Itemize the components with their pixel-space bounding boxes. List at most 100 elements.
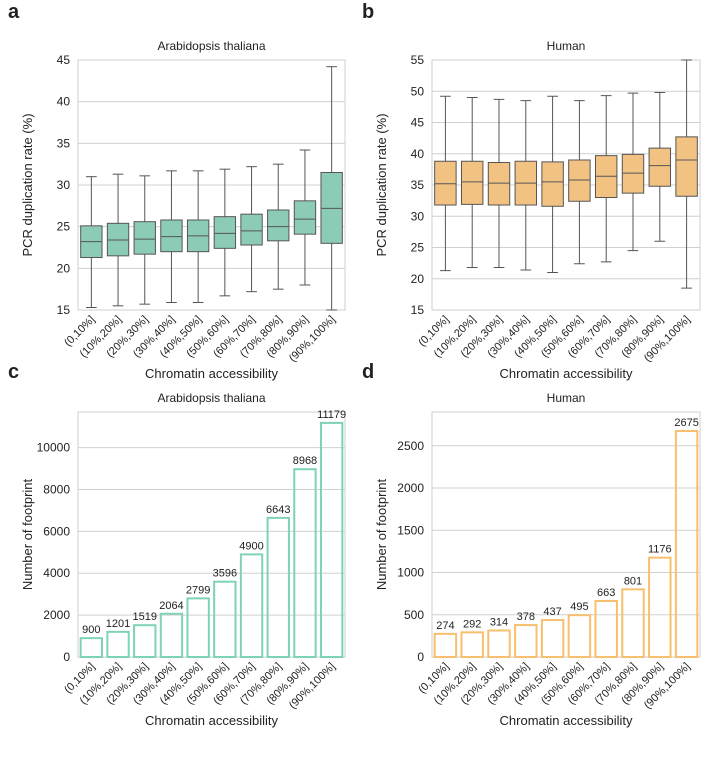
y-axis-label: Number of footprint: [20, 478, 35, 590]
bar: [239, 553, 264, 659]
bar: [594, 599, 618, 658]
chart-title: Arabidopsis thaliana: [157, 391, 265, 405]
bar: [433, 632, 458, 659]
y-axis-label: PCR duplication rate (%): [374, 113, 389, 256]
y-tick-label: 4000: [43, 566, 70, 580]
plot-frame: [77, 411, 346, 658]
y-tick-label: 35: [57, 136, 71, 150]
y-tick-label: 2000: [43, 608, 70, 622]
value-label: 378: [517, 611, 535, 623]
value-label: 314: [490, 616, 508, 628]
bar: [106, 630, 130, 658]
bar: [460, 631, 484, 659]
bar: [674, 430, 699, 658]
y-tick-label: 30: [411, 209, 425, 223]
panel-letter: c: [8, 361, 19, 383]
value-label: 1519: [133, 611, 157, 623]
y-tick-label: 40: [411, 147, 425, 161]
bar: [487, 629, 511, 658]
bar: [514, 624, 538, 658]
box: [460, 160, 484, 205]
box: [133, 221, 156, 255]
y-tick-label: 15: [411, 303, 425, 317]
value-label: 2064: [159, 600, 183, 612]
bar: [79, 637, 104, 659]
value-label: 2799: [186, 584, 210, 596]
y-tick-label: 10000: [37, 441, 71, 455]
chart-title: Arabidopsis thaliana: [157, 39, 265, 53]
y-tick-label: 45: [57, 53, 71, 67]
bar: [567, 614, 592, 658]
y-tick-label: 15: [57, 303, 71, 317]
bar: [621, 588, 645, 658]
y-tick-label: 2000: [397, 481, 424, 495]
bar: [293, 468, 317, 659]
value-label: 274: [436, 620, 454, 632]
y-tick-label: 55: [411, 53, 425, 67]
bar: [213, 580, 237, 659]
value-label: 437: [543, 606, 561, 618]
value-label: 4900: [239, 540, 263, 552]
y-tick-label: 6000: [43, 524, 70, 538]
y-tick-label: 35: [411, 178, 425, 192]
box: [240, 213, 263, 246]
box: [293, 200, 317, 235]
value-label: 292: [463, 618, 481, 630]
y-tick-label: 1000: [397, 566, 424, 580]
value-label: 11179: [317, 409, 346, 421]
bar: [266, 516, 290, 659]
plot-frame: [431, 411, 701, 658]
plot-frame: [77, 59, 346, 311]
y-tick-label: 2500: [397, 439, 424, 453]
value-label: 6643: [266, 504, 290, 516]
panel-letter: a: [8, 1, 20, 23]
x-axis-label: Chromatin accessibility: [145, 713, 278, 728]
y-tick-label: 1500: [397, 523, 424, 537]
bar: [159, 612, 184, 658]
value-label: 495: [570, 601, 588, 613]
value-label: 900: [82, 624, 100, 636]
chart-title: Human: [547, 39, 586, 53]
y-tick-label: 50: [411, 84, 425, 98]
box: [160, 219, 183, 253]
x-axis-label: Chromatin accessibility: [500, 713, 633, 728]
value-label: 663: [597, 587, 615, 599]
value-label: 8968: [293, 455, 317, 467]
bar: [648, 556, 672, 658]
box: [267, 209, 290, 242]
y-axis-label: PCR duplication rate (%): [20, 113, 35, 256]
bar: [186, 597, 210, 659]
value-label: 3596: [213, 568, 237, 580]
y-tick-label: 0: [63, 650, 70, 664]
value-label: 2675: [674, 417, 698, 429]
bar: [319, 421, 344, 658]
value-label: 1201: [106, 618, 130, 630]
box: [541, 161, 564, 207]
x-axis-label: Chromatin accessibility: [500, 366, 633, 381]
box: [213, 216, 237, 249]
box: [568, 159, 591, 202]
box: [621, 153, 645, 194]
plot-frame: [431, 59, 701, 311]
y-tick-label: 500: [404, 608, 424, 622]
y-tick-label: 45: [411, 116, 425, 130]
y-tick-label: 25: [57, 220, 71, 234]
box: [675, 136, 698, 197]
box: [487, 162, 511, 206]
chart-title: Human: [547, 391, 586, 405]
box: [648, 147, 672, 187]
y-tick-label: 25: [411, 241, 425, 255]
y-tick-label: 0: [417, 650, 424, 664]
panel-letter: b: [362, 1, 374, 23]
y-tick-label: 20: [57, 261, 71, 275]
bar: [133, 624, 157, 659]
y-tick-label: 8000: [43, 482, 70, 496]
value-label: 801: [624, 575, 642, 587]
box: [434, 160, 457, 206]
bar: [540, 619, 565, 659]
value-label: 1176: [648, 544, 672, 556]
y-tick-label: 30: [57, 178, 71, 192]
y-tick-label: 40: [57, 95, 71, 109]
panel-letter: d: [362, 361, 374, 383]
